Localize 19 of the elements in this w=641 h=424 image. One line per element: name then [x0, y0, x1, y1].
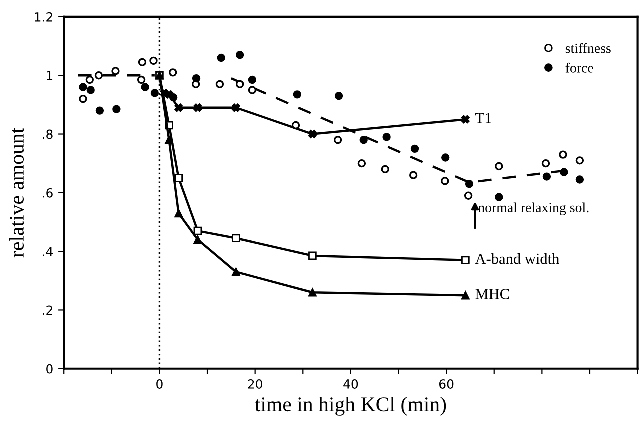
y-tick-label: 1.2	[35, 12, 52, 22]
legend-label: force	[566, 62, 594, 73]
annotation: normal relaxing sol.	[478, 202, 589, 216]
y-tick-label: .8	[43, 130, 53, 140]
x-axis-title: time in high KCl (min)	[255, 396, 446, 416]
x-tick-label: 60	[439, 380, 454, 389]
x-tick-label: 40	[344, 380, 358, 389]
y-tick-label: 1	[47, 71, 53, 80]
y-tick-label: 0	[46, 364, 53, 374]
series-label: A-band width	[475, 253, 560, 264]
series-label: MHC	[476, 289, 510, 300]
y-axis-title: relative amount	[9, 128, 24, 258]
y-tick-label: .2	[43, 306, 52, 315]
x-tick-label: 20	[248, 380, 262, 389]
series-label: T1	[476, 113, 492, 124]
y-tick-label: .4	[43, 247, 53, 256]
y-tick-label: .6	[43, 188, 53, 198]
x-tick-label: 0	[156, 380, 163, 389]
legend-label: stiffness	[566, 43, 611, 54]
